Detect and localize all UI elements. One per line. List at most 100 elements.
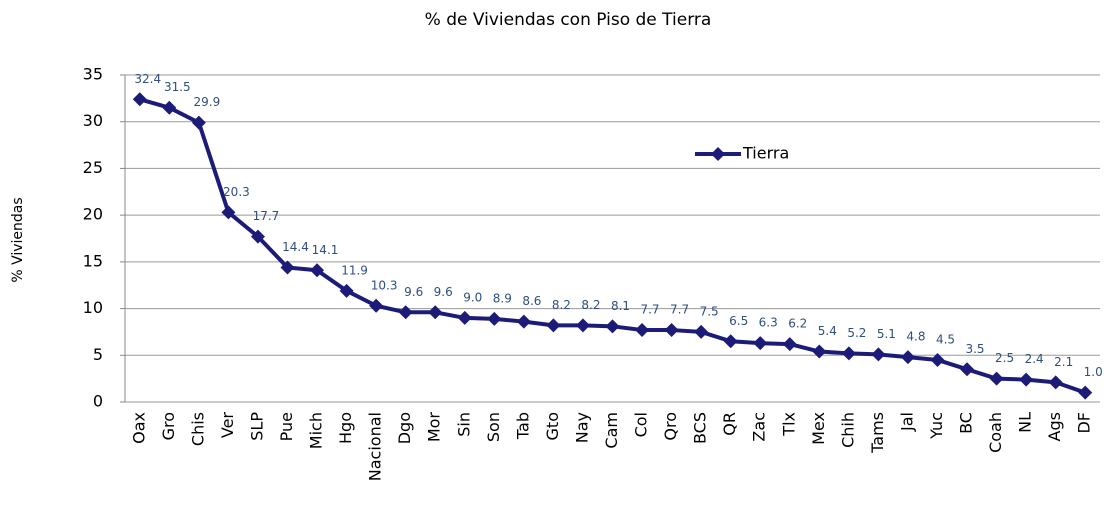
value-label: 2.4 bbox=[1025, 352, 1044, 366]
data-point bbox=[930, 352, 945, 367]
y-tick-label: 20 bbox=[83, 205, 103, 224]
value-label: 7.7 bbox=[670, 303, 689, 317]
x-tick-label: Zac bbox=[750, 412, 769, 442]
value-label: 20.3 bbox=[223, 185, 250, 199]
x-tick-label: QR bbox=[720, 412, 739, 436]
value-label: 5.1 bbox=[877, 327, 896, 341]
x-tick-label: Son bbox=[484, 412, 503, 442]
x-tick-label: SLP bbox=[247, 412, 266, 441]
x-tick-label: DF bbox=[1075, 412, 1094, 434]
data-point bbox=[782, 337, 797, 352]
data-point bbox=[871, 347, 886, 362]
data-point bbox=[546, 318, 561, 333]
x-tick-label: Gro bbox=[159, 412, 178, 440]
legend-marker bbox=[711, 147, 725, 161]
value-label: 14.4 bbox=[282, 240, 309, 254]
value-label: 7.7 bbox=[640, 303, 659, 317]
x-tick-label: Mor bbox=[425, 412, 444, 443]
value-label: 32.4 bbox=[134, 72, 161, 86]
x-tick-label: NL bbox=[1016, 412, 1035, 433]
value-label: 3.5 bbox=[965, 342, 984, 356]
data-point bbox=[841, 346, 856, 361]
data-point bbox=[664, 323, 679, 338]
x-tick-label: Qro bbox=[661, 412, 680, 441]
y-tick-label: 15 bbox=[83, 251, 103, 270]
data-point bbox=[753, 336, 768, 351]
x-tick-label: Ver bbox=[218, 412, 237, 439]
x-tick-label: BC bbox=[957, 412, 976, 434]
x-tick-label: Sin bbox=[454, 412, 473, 437]
x-tick-label: Ags bbox=[1045, 412, 1064, 441]
x-tick-label: Mich bbox=[307, 412, 326, 449]
x-tick-label: Tlx bbox=[779, 412, 798, 437]
y-tick-label: 25 bbox=[83, 158, 103, 177]
value-label: 1.0 bbox=[1084, 365, 1103, 379]
data-point bbox=[900, 350, 915, 365]
data-point bbox=[162, 100, 177, 115]
data-point bbox=[428, 305, 443, 320]
value-label: 14.1 bbox=[312, 243, 339, 257]
value-label: 5.2 bbox=[847, 326, 866, 340]
value-label: 8.2 bbox=[552, 298, 571, 312]
value-label: 29.9 bbox=[194, 95, 221, 109]
data-point bbox=[191, 115, 206, 130]
data-point bbox=[250, 229, 265, 244]
data-point bbox=[989, 371, 1004, 386]
value-label: 31.5 bbox=[164, 80, 191, 94]
value-label: 8.6 bbox=[522, 294, 541, 308]
data-point bbox=[694, 324, 709, 339]
y-tick-label: 35 bbox=[83, 65, 103, 84]
x-tick-label: Col bbox=[632, 412, 651, 437]
x-tick-label: Coah bbox=[986, 412, 1005, 453]
legend-label: Tierra bbox=[742, 144, 789, 163]
x-tick-label: Cam bbox=[602, 412, 621, 449]
x-tick-label: Chih bbox=[838, 412, 857, 448]
x-tick-label: Dgo bbox=[395, 412, 414, 444]
value-label: 4.5 bbox=[936, 332, 955, 346]
value-label: 9.6 bbox=[434, 285, 453, 299]
data-point bbox=[457, 310, 472, 325]
data-point bbox=[605, 319, 620, 334]
data-point bbox=[575, 318, 590, 333]
value-label: 10.3 bbox=[371, 278, 398, 292]
chart-title: % de Viviendas con Piso de Tierra bbox=[425, 10, 712, 30]
data-point bbox=[1048, 375, 1063, 390]
value-label: 2.5 bbox=[995, 351, 1014, 365]
x-tick-label: Mex bbox=[809, 412, 828, 445]
y-axis-label: % Viviendas bbox=[10, 197, 26, 282]
x-tick-label: BCS bbox=[691, 412, 710, 444]
data-point bbox=[1078, 385, 1093, 400]
x-tick-label: Yuc bbox=[927, 412, 946, 440]
data-point bbox=[132, 92, 147, 107]
y-tick-label: 30 bbox=[83, 111, 103, 130]
value-label: 4.8 bbox=[906, 330, 925, 344]
data-point bbox=[812, 344, 827, 359]
x-tick-label: Tams bbox=[868, 412, 887, 454]
x-tick-label: Oax bbox=[129, 412, 148, 444]
y-tick-label: 0 bbox=[93, 392, 103, 411]
data-point bbox=[221, 205, 236, 220]
data-point bbox=[339, 283, 354, 298]
data-point bbox=[280, 260, 295, 275]
data-point bbox=[369, 298, 384, 313]
data-point bbox=[635, 323, 650, 338]
x-tick-label: Tab bbox=[513, 412, 532, 440]
value-label: 7.5 bbox=[700, 304, 719, 318]
x-tick-label: Pue bbox=[277, 412, 296, 441]
x-tick-label: Nay bbox=[572, 412, 591, 443]
value-label: 9.0 bbox=[463, 290, 482, 304]
x-tick-label: Jal bbox=[897, 412, 916, 432]
y-tick-label: 5 bbox=[93, 345, 103, 364]
x-tick-label: Hgo bbox=[336, 412, 355, 444]
value-label: 17.7 bbox=[253, 209, 280, 223]
value-label: 6.5 bbox=[729, 314, 748, 328]
data-point bbox=[960, 362, 975, 377]
data-point bbox=[487, 311, 502, 326]
y-tick-label: 10 bbox=[83, 298, 103, 317]
value-label: 6.2 bbox=[788, 317, 807, 331]
value-label: 9.6 bbox=[404, 285, 423, 299]
value-label: 5.4 bbox=[818, 324, 837, 338]
data-point bbox=[310, 263, 325, 278]
value-label: 11.9 bbox=[341, 263, 368, 277]
